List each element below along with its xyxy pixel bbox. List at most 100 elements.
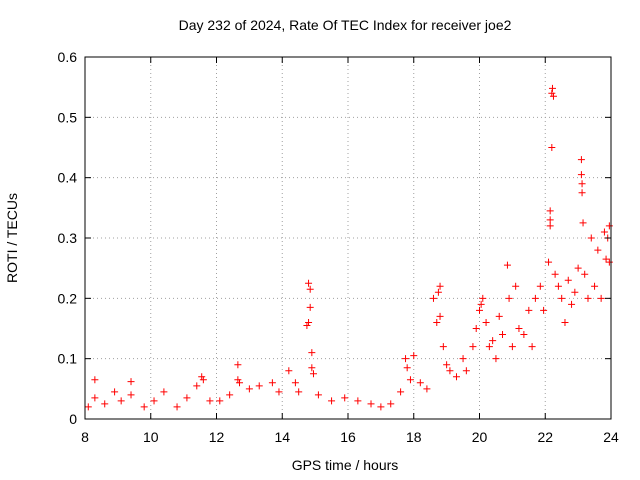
data-point	[308, 349, 316, 357]
data-point	[499, 331, 507, 339]
x-tick-label: 16	[340, 429, 356, 445]
data-point	[452, 373, 460, 381]
x-tick-label: 24	[603, 429, 619, 445]
data-point	[594, 246, 602, 254]
data-point	[268, 379, 276, 387]
data-point	[91, 394, 99, 402]
data-point	[581, 270, 589, 278]
data-point	[489, 337, 497, 345]
data-point	[554, 282, 562, 290]
y-tick-label: 0.5	[58, 109, 78, 125]
data-point	[577, 171, 585, 179]
data-point	[173, 403, 181, 411]
data-point	[436, 312, 444, 320]
y-axis-label: ROTI / TECUs	[4, 193, 20, 283]
data-point	[183, 394, 191, 402]
data-point	[564, 276, 572, 284]
data-point	[515, 325, 523, 332]
data-point	[91, 376, 99, 384]
data-point	[245, 385, 253, 393]
data-point	[236, 379, 244, 387]
data-point	[605, 258, 613, 266]
data-point	[295, 388, 303, 396]
data-point	[548, 89, 556, 97]
y-tick-label: 0	[69, 411, 77, 427]
data-point	[275, 388, 283, 396]
data-point	[492, 355, 500, 363]
data-point	[193, 382, 201, 390]
data-point	[303, 321, 311, 329]
data-point	[234, 361, 242, 369]
y-tick-label: 0.2	[58, 290, 78, 306]
data-point	[255, 382, 263, 390]
data-point	[206, 397, 214, 405]
data-point	[479, 294, 487, 302]
data-point	[127, 378, 135, 386]
y-tick-label: 0.4	[58, 170, 78, 186]
data-point	[443, 361, 451, 369]
data-points	[84, 84, 613, 411]
data-point	[495, 312, 503, 320]
chart-title: Day 232 of 2024, Rate Of TEC Index for r…	[179, 17, 512, 33]
data-point	[545, 258, 553, 266]
data-point	[520, 331, 528, 339]
data-point	[525, 306, 533, 314]
data-point	[546, 207, 554, 215]
data-point	[439, 343, 447, 351]
data-point	[477, 300, 485, 308]
data-point	[226, 391, 234, 399]
data-point	[512, 282, 520, 290]
data-point	[536, 282, 544, 290]
x-tick-label: 20	[472, 429, 488, 445]
data-point	[578, 180, 586, 188]
data-point	[406, 376, 414, 384]
data-point	[403, 364, 411, 372]
data-point	[423, 385, 431, 393]
data-point	[111, 388, 119, 396]
data-point	[600, 228, 608, 236]
data-point	[387, 400, 395, 408]
data-point	[528, 343, 536, 351]
data-point	[199, 376, 207, 384]
data-point	[308, 364, 316, 372]
data-point	[597, 294, 605, 302]
x-tick-label: 8	[81, 429, 89, 445]
x-tick-label: 12	[209, 429, 225, 445]
x-tick-label: 10	[143, 429, 159, 445]
data-point	[577, 156, 585, 164]
data-point	[482, 318, 490, 326]
data-point	[291, 379, 299, 387]
data-point	[234, 376, 242, 384]
data-point	[605, 222, 613, 230]
data-point	[561, 318, 569, 326]
data-point	[429, 294, 437, 302]
data-point	[503, 261, 511, 269]
data-point	[101, 400, 109, 408]
x-tick-label: 18	[406, 429, 422, 445]
data-point	[476, 306, 483, 314]
data-point	[568, 300, 576, 308]
grid-lines	[85, 57, 611, 419]
data-point	[306, 285, 314, 293]
data-point	[150, 397, 158, 405]
data-point	[462, 367, 470, 375]
data-point	[436, 282, 444, 290]
data-point	[540, 306, 548, 314]
data-point	[285, 367, 293, 375]
data-point	[584, 294, 592, 302]
y-tick-label: 0.6	[58, 49, 78, 65]
data-point	[531, 294, 539, 302]
axis-ticks	[84, 56, 612, 420]
x-tick-label: 22	[537, 429, 553, 445]
data-point	[434, 288, 442, 296]
data-point	[127, 391, 135, 399]
data-point	[377, 403, 385, 411]
data-point	[160, 388, 168, 396]
data-point	[602, 255, 610, 263]
tick-labels: 8 10 12 14 16 18 20 22 24 0 0.1 0.2 0.3 0.4 0.5 0.6	[58, 49, 619, 445]
data-point	[579, 219, 587, 227]
data-point	[328, 397, 336, 405]
data-point	[508, 343, 516, 351]
